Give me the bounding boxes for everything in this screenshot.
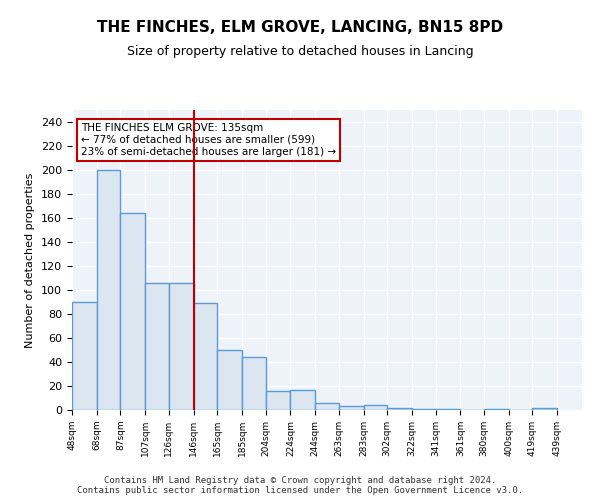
Text: Contains HM Land Registry data © Crown copyright and database right 2024.
Contai: Contains HM Land Registry data © Crown c… xyxy=(77,476,523,495)
Bar xyxy=(169,283,194,410)
Bar xyxy=(484,409,509,410)
Bar xyxy=(72,302,97,410)
Bar xyxy=(266,391,290,410)
Bar xyxy=(315,403,339,410)
Bar xyxy=(290,390,315,410)
Text: THE FINCHES, ELM GROVE, LANCING, BN15 8PD: THE FINCHES, ELM GROVE, LANCING, BN15 8P… xyxy=(97,20,503,35)
Bar xyxy=(532,408,557,410)
Bar xyxy=(364,405,387,410)
Bar xyxy=(194,303,217,410)
Bar xyxy=(242,357,266,410)
Bar xyxy=(217,350,242,410)
Bar xyxy=(145,283,169,410)
Bar xyxy=(436,409,460,410)
Bar xyxy=(387,408,412,410)
Bar xyxy=(97,170,121,410)
Bar xyxy=(339,406,364,410)
Y-axis label: Number of detached properties: Number of detached properties xyxy=(25,172,35,348)
Text: Size of property relative to detached houses in Lancing: Size of property relative to detached ho… xyxy=(127,45,473,58)
Text: THE FINCHES ELM GROVE: 135sqm
← 77% of detached houses are smaller (599)
23% of : THE FINCHES ELM GROVE: 135sqm ← 77% of d… xyxy=(80,124,336,156)
Bar xyxy=(121,213,145,410)
Bar xyxy=(412,409,436,410)
